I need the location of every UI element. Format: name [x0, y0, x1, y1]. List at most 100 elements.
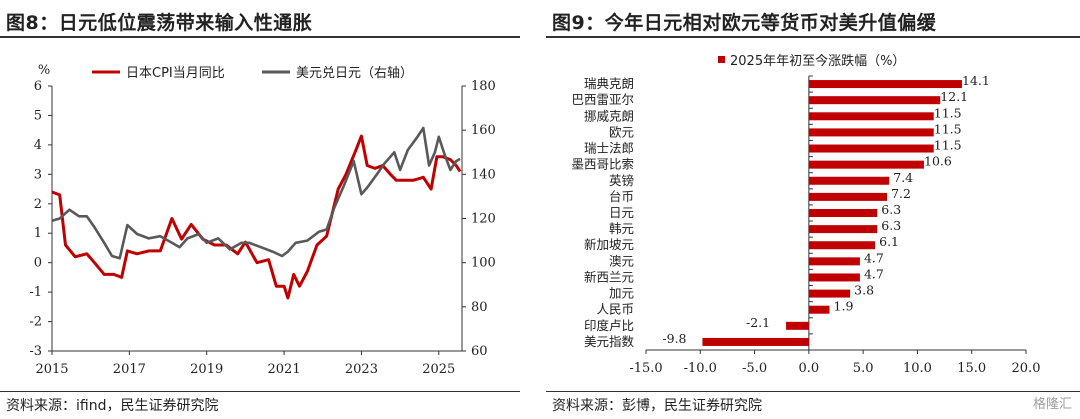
legend-label-usdjpy: 美元兑日元（右轴）: [296, 66, 413, 81]
bar-category-label: 挪威克朗: [584, 108, 634, 123]
bar-value-label: 4.7: [864, 266, 884, 281]
right-y-tick-label: 140: [471, 167, 496, 182]
currency-bar: [808, 176, 890, 185]
currency-bar: [808, 112, 934, 121]
bar-legend-swatch: [718, 56, 725, 63]
bar-category-label: 欧元: [609, 124, 634, 139]
bar-x-tick-label: 10.0: [903, 361, 932, 376]
bar-value-label: 4.7: [864, 250, 884, 265]
left-chart-title: 图8：日元低位震荡带来输入性通胀: [6, 12, 313, 34]
bar-category-label: 美元指数: [584, 334, 635, 349]
bar-value-label: 7.2: [891, 186, 911, 201]
x-tick-label: 2021: [268, 362, 301, 377]
bar-value-label: 6.3: [881, 218, 901, 233]
right-source-divider: [546, 391, 1080, 392]
currency-bar-chart: -15.0 -10.0 -5.0 0.0 5.0 10.0 15.0 20.0 2025年年初至…: [571, 53, 1041, 376]
x-tick-label: 2019: [190, 362, 223, 377]
right-chart-title: 图9：今年日元相对欧元等货币对美升值偏缓: [552, 12, 937, 34]
bar-x-tick-label: -10.0: [684, 361, 717, 376]
currency-bar: [808, 289, 851, 298]
left-y-tick-label: 4: [34, 138, 42, 153]
bar-value-label: 11.5: [934, 105, 962, 120]
left-y-tick-label: 0: [34, 256, 42, 271]
currency-bar: [808, 80, 962, 89]
bar-category-label: 台币: [609, 189, 634, 204]
right-title-divider: [546, 36, 1080, 38]
left-chart-source: 资料来源：ifind，民生证券研究院: [6, 398, 219, 414]
x-tick-label: 2025: [422, 362, 455, 377]
currency-bar: [808, 128, 934, 137]
bar-category-label: 墨西哥比索: [571, 157, 634, 172]
left-y-tick-label: 6: [34, 79, 42, 94]
bar-category-label: 瑞士法郎: [584, 141, 634, 156]
right-chart-source: 资料来源：彭博，民生证券研究院: [552, 398, 762, 414]
currency-bar: [808, 273, 860, 282]
bar-category-label: 瑞典克朗: [584, 76, 634, 91]
bar-value-label: -9.8: [662, 331, 686, 346]
right-y-tick-label: 100: [471, 256, 496, 271]
y-unit-label: %: [38, 63, 50, 78]
cpi-line: [51, 134, 462, 300]
x-tick-label: 2015: [35, 362, 68, 377]
currency-bar: [808, 305, 830, 314]
left-y-tick-label: -3: [29, 344, 42, 359]
bar-category-label: 人民币: [596, 302, 634, 317]
bar-category-label: 加元: [609, 286, 634, 301]
left-source-divider: [0, 391, 520, 392]
bar-category-label: 澳元: [609, 253, 634, 268]
bar-x-tick-label: 0.0: [799, 361, 820, 376]
left-y-tick-label: 5: [34, 108, 42, 123]
bar-value-label: 12.1: [940, 89, 968, 104]
currency-bar: [808, 241, 876, 250]
bar-category-label: 日元: [609, 205, 634, 220]
bar-x-tick-label: 15.0: [957, 361, 986, 376]
bar-value-label: 10.6: [924, 154, 952, 169]
currency-bar: [808, 192, 888, 201]
right-y-tick-label: 160: [471, 123, 496, 138]
x-tick-label: 2017: [113, 362, 146, 377]
currency-bar: [808, 160, 924, 169]
left-y-tick-label: -1: [29, 285, 42, 300]
right-y-tick-label: 180: [471, 79, 496, 94]
bar-value-label: 11.5: [934, 138, 962, 153]
left-y-tick-label: -2: [29, 315, 42, 330]
bar-value-label: 6.1: [879, 234, 899, 249]
right-y-tick-label: 60: [471, 344, 488, 359]
bar-value-label: 3.8: [854, 283, 874, 298]
currency-bar: [702, 337, 809, 346]
currency-bar: [808, 209, 878, 217]
bar-x-tick-label: -15.0: [629, 361, 662, 376]
bar-value-label: 7.4: [893, 170, 913, 185]
currency-bar: [808, 96, 941, 105]
legend-label-cpi: 日本CPI当月同比: [126, 66, 225, 81]
bar-value-label: -2.1: [746, 315, 770, 330]
bar-x-tick-label: -5.0: [742, 361, 767, 376]
bar-x-tick-label: 5.0: [853, 361, 874, 376]
watermark-logo: 格隆汇: [1032, 397, 1072, 412]
x-tick-label: 2023: [345, 362, 378, 377]
bar-value-label: 6.3: [881, 202, 901, 217]
bar-category-label: 韩元: [609, 221, 634, 236]
left-chart-panel: 图8：日元低位震荡带来输入性通胀 % -3 -2 -1 0 1 2 3 4 5 6 60 80 100 12…: [0, 0, 527, 419]
bar-value-label: 14.1: [962, 73, 990, 88]
currency-bar: [808, 257, 860, 266]
usdjpy-line: [51, 126, 461, 260]
bar-category-label: 印度卢比: [584, 318, 634, 333]
bar-category-label: 英镑: [609, 173, 634, 188]
currency-bar: [786, 321, 809, 330]
currency-bar: [808, 144, 934, 153]
bar-legend-label: 2025年年初至今涨跌幅（%）: [730, 53, 905, 69]
cpi-fx-line-chart: % -3 -2 -1 0 1 2 3 4 5 6 60 80 100 120 140 160 180 2015 201…: [29, 63, 496, 377]
bar-category-label: 新加坡元: [584, 237, 634, 252]
bar-category-label: 巴西雷亚尔: [571, 92, 634, 107]
bar-value-label: 1.9: [834, 299, 854, 314]
left-y-tick-label: 2: [34, 197, 42, 212]
currency-bar: [808, 225, 878, 234]
left-y-tick-label: 1: [34, 226, 42, 241]
bar-category-label: 新西兰元: [584, 269, 634, 284]
right-chart-panel: 图9：今年日元相对欧元等货币对美升值偏缓 -15.0 -10.0 -5.0 0.0 5.…: [546, 0, 1080, 419]
right-y-tick-label: 80: [471, 300, 488, 315]
bar-value-label: 11.5: [934, 121, 962, 136]
right-y-tick-label: 120: [471, 212, 496, 227]
bar-x-tick-label: 20.0: [1012, 361, 1041, 376]
